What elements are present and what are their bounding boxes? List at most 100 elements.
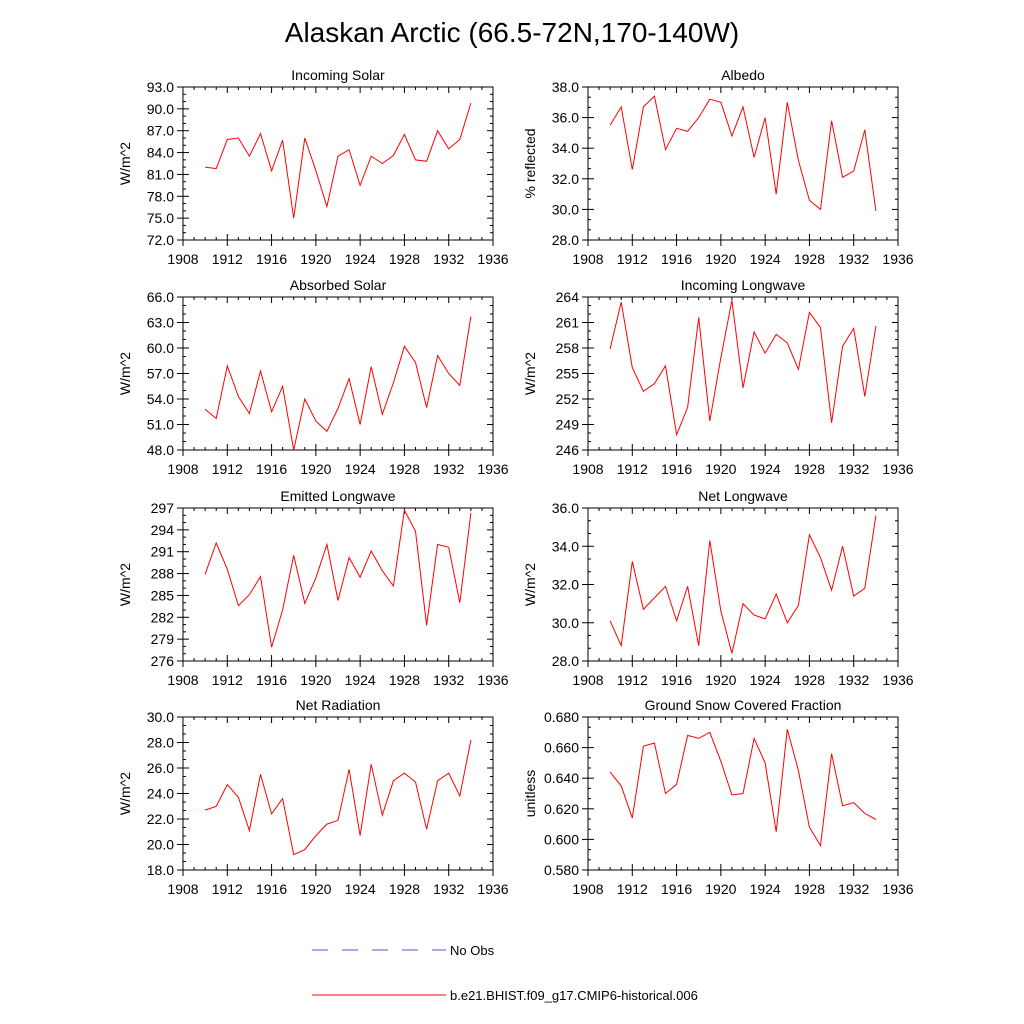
data-point-1912	[226, 568, 228, 570]
plot-frame	[182, 716, 494, 871]
x-tick-label: 1932	[433, 672, 464, 688]
data-point-1918	[293, 854, 295, 856]
y-tick-label: 54.0	[147, 391, 174, 407]
data-point-1916	[675, 620, 677, 622]
data-point-1924	[359, 184, 361, 186]
data-point-1914	[248, 594, 250, 596]
x-tick-label: 1908	[167, 461, 198, 477]
data-point-1930	[830, 119, 832, 121]
x-tick-label: 1916	[256, 251, 287, 267]
x-tick-label: 1924	[750, 461, 781, 477]
panel-albedo: Albedo % reflected 28.0 30.0 32.0 34.0 36.0 38.…	[522, 67, 914, 267]
data-point-1921	[326, 823, 328, 825]
x-tick-label: 1908	[572, 881, 603, 897]
y-tick-label: 282	[151, 609, 175, 625]
data-point-1911	[620, 785, 622, 787]
data-point-1926	[786, 622, 788, 624]
y-tick-label: 34.0	[552, 140, 579, 156]
data-point-1919	[304, 848, 306, 850]
data-point-1930	[425, 828, 427, 830]
data-point-1919	[709, 731, 711, 733]
data-point-1931	[841, 176, 843, 178]
data-point-1929	[819, 557, 821, 559]
x-tick-label: 1924	[750, 672, 781, 688]
data-point-1914	[653, 597, 655, 599]
y-axis-label: W/m^2	[117, 352, 133, 395]
data-point-1924	[359, 834, 361, 836]
x-tick-label: 1936	[477, 672, 508, 688]
series-line-incoming-solar	[205, 102, 472, 219]
data-point-1912	[631, 817, 633, 819]
data-point-1917	[686, 130, 688, 132]
data-point-1924	[359, 423, 361, 425]
data-point-1911	[620, 106, 622, 108]
data-point-1917	[686, 585, 688, 587]
data-point-1915	[664, 792, 666, 794]
x-tick-label: 1912	[212, 251, 243, 267]
x-tick-label: 1912	[212, 672, 243, 688]
x-tick-label: 1924	[345, 461, 376, 477]
x-tick-label: 1908	[167, 672, 198, 688]
data-point-1915	[259, 132, 261, 134]
data-point-1932	[448, 372, 450, 374]
data-point-1913	[642, 390, 644, 392]
data-point-1933	[864, 812, 866, 814]
y-tick-label: 249	[556, 417, 580, 433]
x-tick-label: 1936	[882, 881, 913, 897]
data-point-1919	[304, 398, 306, 400]
data-point-1923	[348, 556, 350, 558]
data-point-1910	[609, 620, 611, 622]
x-tick-label: 1936	[477, 881, 508, 897]
data-point-1930	[425, 406, 427, 408]
y-tick-label: 72.0	[147, 232, 174, 248]
data-point-1923	[753, 737, 755, 739]
data-point-1926	[381, 413, 383, 415]
x-tick-label: 1932	[838, 251, 869, 267]
y-tick-label: 279	[151, 631, 175, 647]
y-tick-label: 75.0	[147, 210, 174, 226]
data-point-1916	[270, 813, 272, 815]
data-point-1916	[270, 411, 272, 413]
data-point-1931	[436, 354, 438, 356]
x-tick-label: 1920	[705, 251, 736, 267]
data-point-1934	[470, 512, 472, 514]
data-point-1921	[326, 205, 328, 207]
data-point-1921	[731, 794, 733, 796]
data-point-1919	[304, 602, 306, 604]
legend-label-no-obs: No Obs	[450, 943, 495, 958]
data-point-1911	[215, 805, 217, 807]
data-point-1911	[215, 167, 217, 169]
y-tick-label: 90.0	[147, 101, 174, 117]
data-point-1922	[742, 106, 744, 108]
data-point-1924	[359, 576, 361, 578]
data-point-1920	[720, 760, 722, 762]
x-tick-label: 1928	[794, 672, 825, 688]
data-point-1910	[204, 166, 206, 168]
x-tick-label: 1936	[477, 461, 508, 477]
y-axis-label: W/m^2	[522, 563, 538, 606]
data-point-1926	[381, 569, 383, 571]
data-point-1920	[720, 101, 722, 103]
y-tick-label: 294	[151, 522, 175, 538]
data-point-1920	[315, 577, 317, 579]
data-point-1917	[281, 139, 283, 141]
data-point-1934	[875, 818, 877, 820]
y-tick-label: 34.0	[552, 538, 579, 554]
data-point-1921	[731, 135, 733, 137]
plot-frame	[587, 296, 899, 451]
data-point-1915	[664, 365, 666, 367]
y-tick-label: 246	[556, 442, 580, 458]
data-point-1934	[470, 102, 472, 104]
data-point-1910	[204, 573, 206, 575]
x-tick-label: 1932	[433, 881, 464, 897]
y-tick-label: 28.0	[147, 735, 174, 751]
data-point-1930	[425, 624, 427, 626]
data-point-1916	[270, 646, 272, 648]
data-point-1932	[448, 546, 450, 548]
data-point-1912	[226, 365, 228, 367]
x-tick-label: 1912	[212, 461, 243, 477]
data-point-1934	[470, 315, 472, 317]
x-tick-label: 1916	[661, 881, 692, 897]
data-point-1933	[459, 795, 461, 797]
data-point-1928	[808, 311, 810, 313]
